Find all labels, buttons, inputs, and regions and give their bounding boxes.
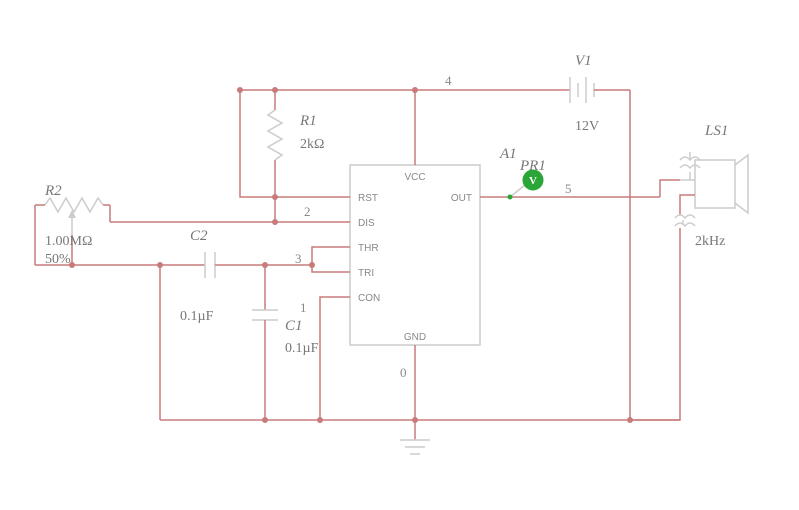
net-4: 4 [445,73,452,88]
pr1-name: PR1 [519,158,546,174]
r2-wiper: 50% [45,252,71,267]
v1-name: V1 [575,53,592,69]
c1-value: 0.1µF [285,341,319,356]
junction [309,262,315,268]
speaker-ls1 [630,152,748,420]
ic-pin-gnd: GND [404,332,426,343]
ic-label: A1 [499,146,517,162]
c2-value: 0.1µF [180,309,214,324]
r2-name: R2 [44,183,62,199]
junction [237,87,243,93]
capacitor-c2 [190,252,265,278]
net-0: 0 [400,365,407,380]
wire [320,297,335,420]
junction [627,417,633,423]
net-3: 3 [295,251,302,266]
ic-pin-vcc: VCC [404,172,425,183]
r2-value: 1.00MΩ [45,234,92,249]
ic-pin-out: OUT [451,193,472,204]
net-5: 5 [565,181,572,196]
ic-a1 [350,165,480,345]
battery-v1 [560,77,630,103]
junction [317,417,323,423]
ic-pin-thr: THR [358,243,379,254]
c2-name: C2 [190,228,208,244]
r1-value: 2kΩ [300,137,324,152]
ic-pin-tri: TRI [358,268,374,279]
ground-symbol [400,420,430,454]
v1-value: 12V [575,119,599,134]
wire [312,247,335,272]
net-2: 2 [304,204,311,219]
ic-pin-con: CON [358,293,380,304]
net-1: 1 [300,300,307,315]
junction [262,417,268,423]
capacitor-c1 [252,265,278,420]
junction [412,87,418,93]
probe-pr1[interactable]: V [508,170,544,200]
ic-pin-rst: RST [358,193,378,204]
junction [272,87,278,93]
c1-name: C1 [285,318,303,334]
potentiometer-r2[interactable] [35,198,275,265]
ls1-name: LS1 [704,123,728,139]
junction [157,262,163,268]
resistor-r1 [268,90,282,197]
junction [272,219,278,225]
probe-glyph: V [529,175,537,187]
r1-name: R1 [299,113,317,129]
ls1-value: 2kHz [695,234,725,249]
junction [69,262,75,268]
ic-pin-dis: DIS [358,218,375,229]
